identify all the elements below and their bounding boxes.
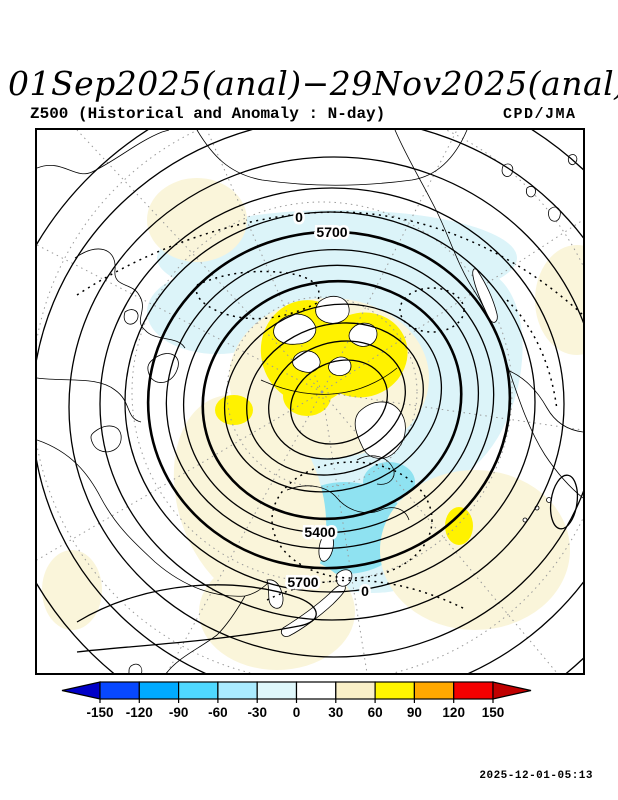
colorbar-segment (256, 681, 298, 700)
hemisphere-map: 5700 0 5400 5700 0 (37, 130, 583, 673)
contour-label-5700-top: 5700 (316, 224, 347, 240)
contour-label-5700-bottom: 5700 (287, 574, 318, 590)
agency-label: CPD/JMA (503, 106, 577, 123)
colorbar-segment (295, 681, 337, 700)
tick-label: 60 (368, 705, 383, 720)
map-frame: 5700 0 5400 5700 0 (35, 128, 585, 675)
colorbar-segment (177, 681, 219, 700)
contour-labels: 5700 0 5400 5700 0 (285, 207, 372, 602)
tick-label: 150 (482, 705, 505, 720)
colorbar-segment (99, 681, 140, 700)
tick-label: -120 (126, 705, 153, 720)
tick-label: 90 (407, 705, 422, 720)
tick-label: -60 (208, 705, 228, 720)
colorbar-segment (413, 681, 455, 700)
tick-label: 0 (293, 705, 301, 720)
tick-label: -150 (86, 705, 113, 720)
colorbar-segment (217, 681, 258, 700)
tick-label: 30 (328, 705, 343, 720)
anomaly-colorbar: -150 -120 -90 -60 -30 0 30 60 90 120 150 (61, 681, 532, 720)
anomaly-label-0-bottom: 0 (361, 583, 369, 599)
colorbar-segment (335, 681, 376, 700)
colorbar-right-arrow (492, 681, 532, 700)
colorbar-segment (374, 681, 416, 700)
anomaly-label-0-top: 0 (295, 209, 303, 225)
tick-label: -90 (169, 705, 189, 720)
colorbar-segment (453, 681, 494, 700)
height-contours (37, 130, 583, 673)
colorbar-left-arrow (61, 681, 101, 700)
colorbar-ticks (99, 699, 494, 703)
generation-timestamp: 2025-12-01-05:13 (479, 770, 593, 782)
page-title: 01Sep2025(anal)−29Nov2025(anal) (8, 64, 618, 103)
contour-label-5400: 5400 (304, 524, 335, 540)
tick-label: -30 (247, 705, 267, 720)
colorbar-tick-labels: -150 -120 -90 -60 -30 0 30 60 90 120 150 (86, 705, 504, 720)
colorbar-segment (138, 681, 180, 700)
coastlines (37, 130, 583, 673)
chart-subtitle: Z500 (Historical and Anomaly : N-day) (30, 105, 386, 123)
zero-anomaly-contours (76, 211, 583, 611)
tick-label: 120 (442, 705, 465, 720)
